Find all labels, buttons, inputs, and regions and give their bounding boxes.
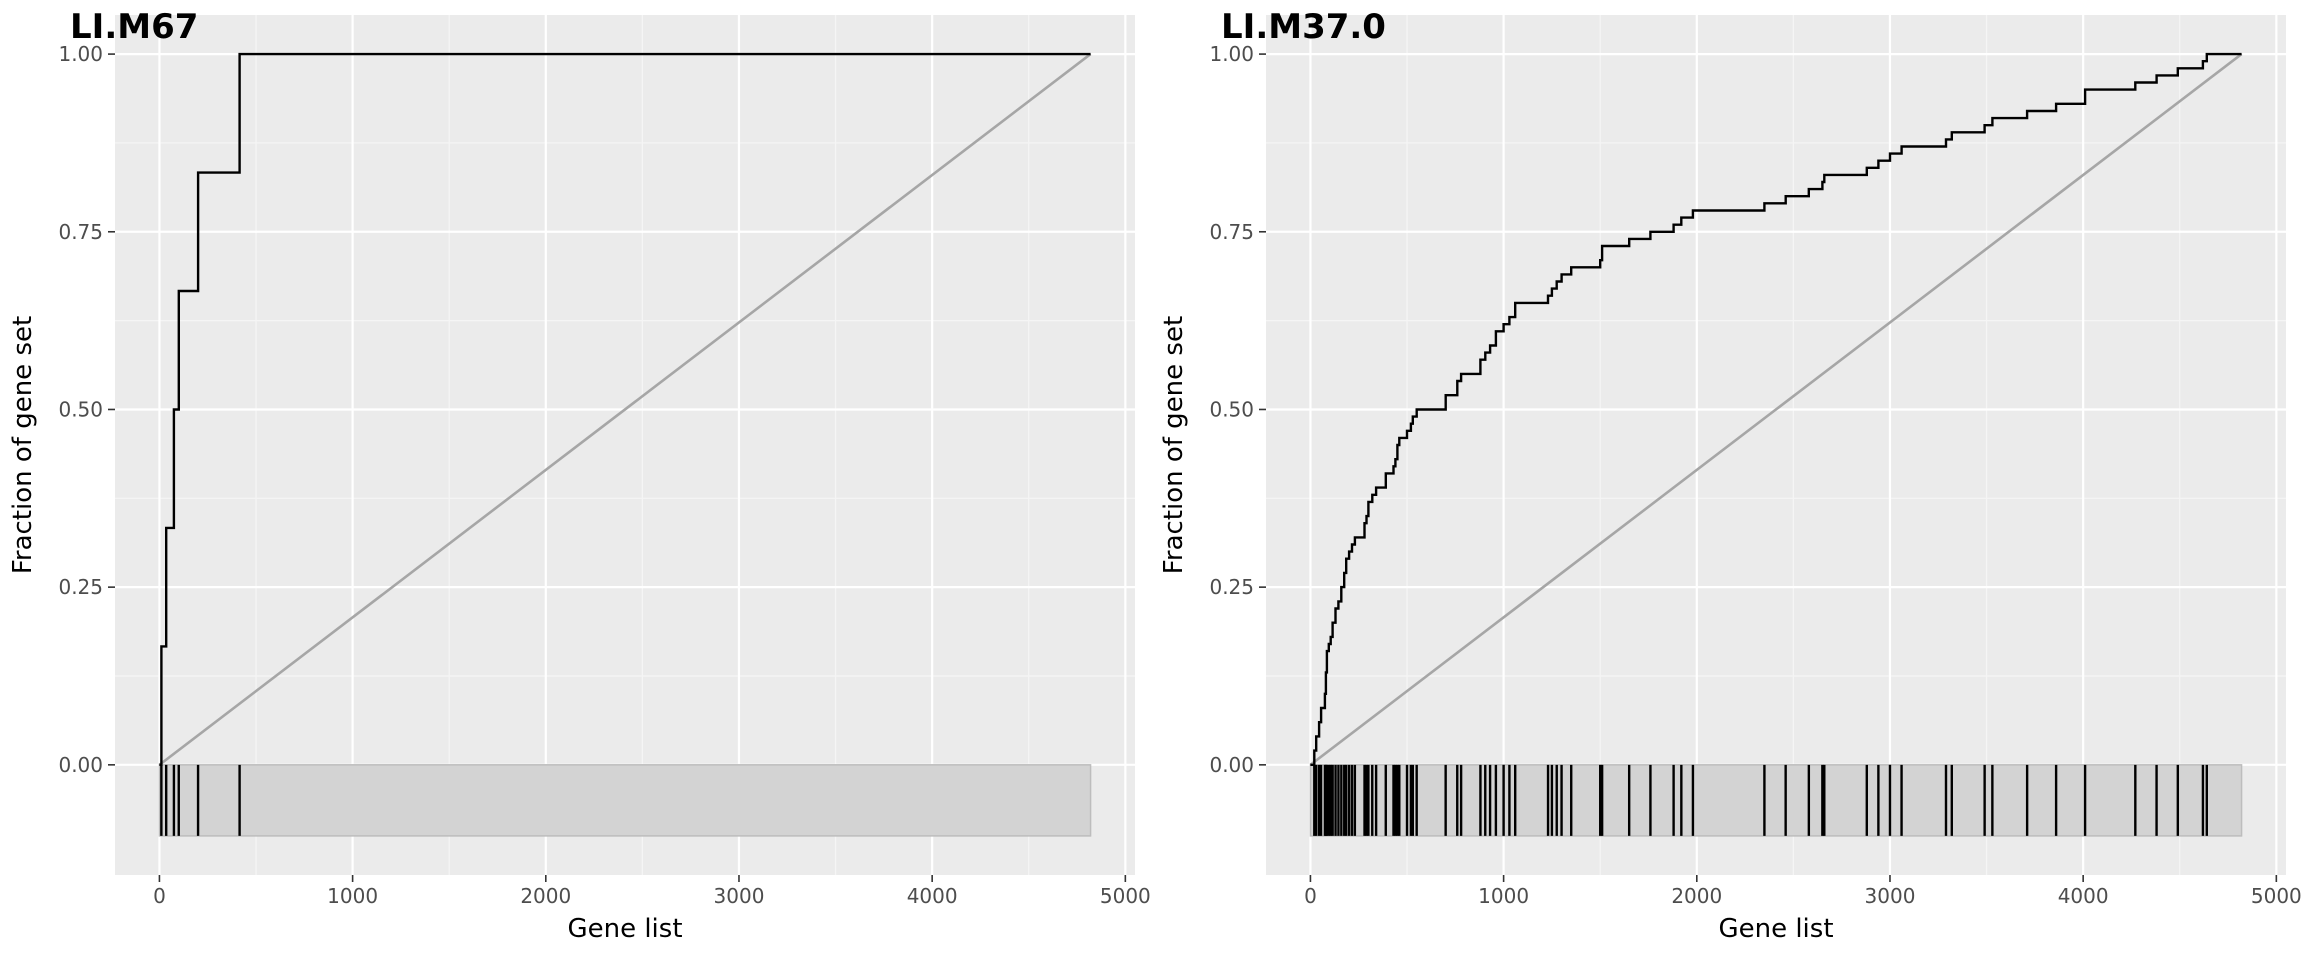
y-axis-title: Fraction of gene set bbox=[8, 316, 38, 574]
cumulative-step-line bbox=[1310, 52, 2242, 766]
x-tick-label: 1000 bbox=[327, 884, 378, 908]
barcode-band bbox=[158, 764, 1092, 837]
chart-title: LI.M37.0 bbox=[1221, 7, 1386, 47]
x-tick-label: 3000 bbox=[714, 884, 765, 908]
x-tick-label: 5000 bbox=[1100, 884, 1151, 908]
cumulative-step-line bbox=[159, 52, 1091, 766]
plot-panel bbox=[1266, 15, 2286, 875]
y-tick-label: 0.25 bbox=[58, 575, 103, 599]
y-tick-label: 0.00 bbox=[1209, 753, 1254, 777]
y-axis-title: Fraction of gene set bbox=[1159, 316, 1189, 574]
x-tick-label: 2000 bbox=[1671, 884, 1722, 908]
chart-title: LI.M67 bbox=[70, 7, 198, 47]
y-tick-label: 0.50 bbox=[58, 397, 103, 421]
diagonal-reference-line bbox=[158, 53, 1092, 766]
x-tick-label: 2000 bbox=[520, 884, 571, 908]
x-tick-label: 0 bbox=[153, 884, 166, 908]
x-axis-title: Gene list bbox=[567, 914, 682, 944]
y-tick-label: 0.75 bbox=[1209, 220, 1254, 244]
y-tick-label: 1.00 bbox=[58, 42, 103, 66]
y-tick-label: 1.00 bbox=[1209, 42, 1254, 66]
y-tick-label: 0.50 bbox=[1209, 397, 1254, 421]
x-tick-label: 1000 bbox=[1478, 884, 1529, 908]
plot-panel bbox=[115, 15, 1135, 875]
diagonal-reference-line bbox=[1309, 53, 2243, 766]
x-tick-label: 3000 bbox=[1865, 884, 1916, 908]
x-tick-label: 4000 bbox=[907, 884, 958, 908]
x-axis-title: Gene list bbox=[1718, 914, 1833, 944]
x-tick-label: 5000 bbox=[2251, 884, 2302, 908]
y-tick-label: 0.25 bbox=[1209, 575, 1254, 599]
chart-panel-1: 0 1000 2000 3000 4000 5000 0.00 0.25 0.50 0.75 1.0… bbox=[8, 7, 1151, 944]
y-tick-label: 0.00 bbox=[58, 753, 103, 777]
barcode-band bbox=[1309, 764, 2243, 837]
chart-panel-2: 0 1000 2000 3000 4000 5000 0.00 0.25 0.50 0.75 1.0… bbox=[1159, 7, 2302, 944]
x-tick-label: 0 bbox=[1304, 884, 1317, 908]
y-tick-label: 0.75 bbox=[58, 220, 103, 244]
x-tick-label: 4000 bbox=[2058, 884, 2109, 908]
